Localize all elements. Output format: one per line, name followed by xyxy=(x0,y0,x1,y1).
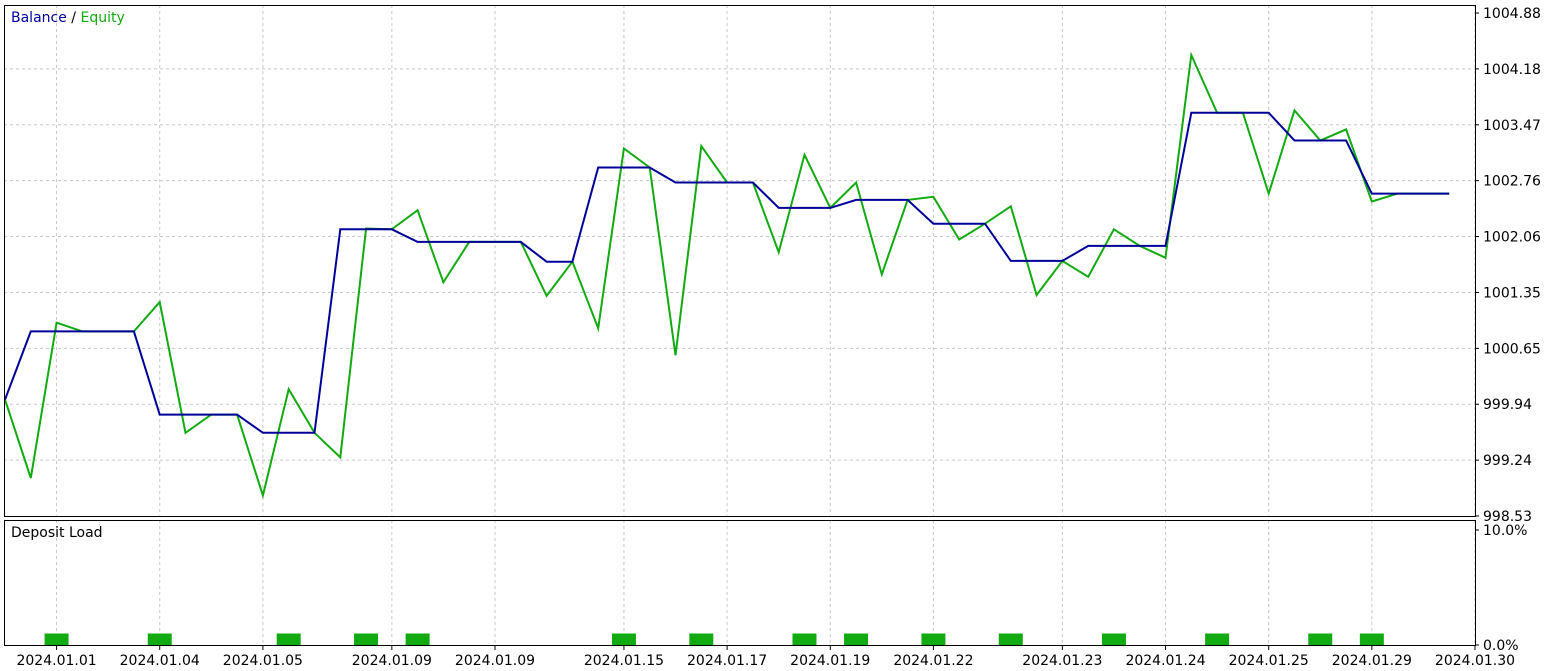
deposit-y-ticks: 10.0% 0.0% xyxy=(1475,523,1527,654)
deposit-load-bar xyxy=(998,633,1023,645)
main-grid xyxy=(4,5,1476,516)
deposit-load-bar xyxy=(44,633,69,645)
x-tick-label: 2024.01.09 xyxy=(455,653,535,669)
x-tick-label: 2024.01.05 xyxy=(223,653,303,669)
y-tick-label: 999.24 xyxy=(1483,453,1532,469)
y-axis-ticks: 1004.88 1004.18 1003.47 1002.76 1002.06 1001.… xyxy=(1475,6,1541,525)
deposit-load-bar xyxy=(1205,633,1230,645)
series-line-balance xyxy=(4,111,1450,434)
y-tick-label: 1003.47 xyxy=(1483,118,1541,134)
x-tick-label: 2024.01.15 xyxy=(584,653,664,669)
y-tick-label: 1000.65 xyxy=(1483,341,1541,357)
deposit-load-bar xyxy=(1308,633,1333,645)
deposit-grid xyxy=(56,520,1476,645)
legend-separator: / xyxy=(71,10,77,26)
deposit-tick-label: 0.0% xyxy=(1483,638,1519,654)
y-tick-label: 1002.76 xyxy=(1483,174,1541,190)
legend-balance: Balance xyxy=(11,10,67,26)
deposit-load-bar xyxy=(1359,633,1384,645)
deposit-load-bar xyxy=(921,633,946,645)
x-tick-label: 2024.01.24 xyxy=(1125,653,1205,669)
x-tick-label: 2024.01.30 xyxy=(1435,653,1515,669)
deposit-load-bars xyxy=(44,633,1384,645)
main-pane-frame xyxy=(4,5,1476,517)
legend-equity: Equity xyxy=(80,10,125,26)
deposit-load-bar xyxy=(354,633,379,645)
x-tick-label: 2024.01.29 xyxy=(1332,653,1412,669)
deposit-load-bar xyxy=(689,633,714,645)
deposit-load-bar xyxy=(1101,633,1126,645)
x-tick-label: 2024.01.04 xyxy=(120,653,200,669)
deposit-load-bar xyxy=(844,633,869,645)
x-tick-label: 2024.01.01 xyxy=(16,653,96,669)
x-tick-label: 2024.01.25 xyxy=(1229,653,1309,669)
x-tick-label: 2024.01.19 xyxy=(790,653,870,669)
deposit-load-bar xyxy=(405,633,430,645)
x-tick-label: 2024.01.09 xyxy=(352,653,432,669)
x-tick-label: 2024.01.22 xyxy=(893,653,973,669)
x-tick-label: 2024.01.17 xyxy=(687,653,767,669)
x-tick-label: 2024.01.23 xyxy=(1022,653,1102,669)
y-tick-label: 998.53 xyxy=(1483,509,1532,525)
deposit-tick-label: 10.0% xyxy=(1483,523,1527,539)
chart-frames xyxy=(4,5,1476,646)
series-layer xyxy=(4,51,1450,500)
y-tick-label: 1002.06 xyxy=(1483,230,1541,246)
chart-legend: Balance / Equity xyxy=(11,9,125,27)
x-axis-ticks: 2024.01.01 2024.01.04 2024.01.05 2024.01.09… xyxy=(16,645,1515,669)
y-tick-label: 1004.88 xyxy=(1483,6,1541,22)
y-tick-label: 1004.18 xyxy=(1483,62,1541,78)
deposit-load-bar xyxy=(792,633,817,645)
deposit-load-bar xyxy=(276,633,301,645)
deposit-load-title: Deposit Load xyxy=(11,525,103,541)
y-tick-label: 1001.35 xyxy=(1483,285,1541,301)
y-tick-label: 999.94 xyxy=(1483,397,1532,413)
deposit-load-bar xyxy=(611,633,636,645)
deposit-pane-frame xyxy=(4,520,1476,646)
deposit-load-bar xyxy=(147,633,172,645)
